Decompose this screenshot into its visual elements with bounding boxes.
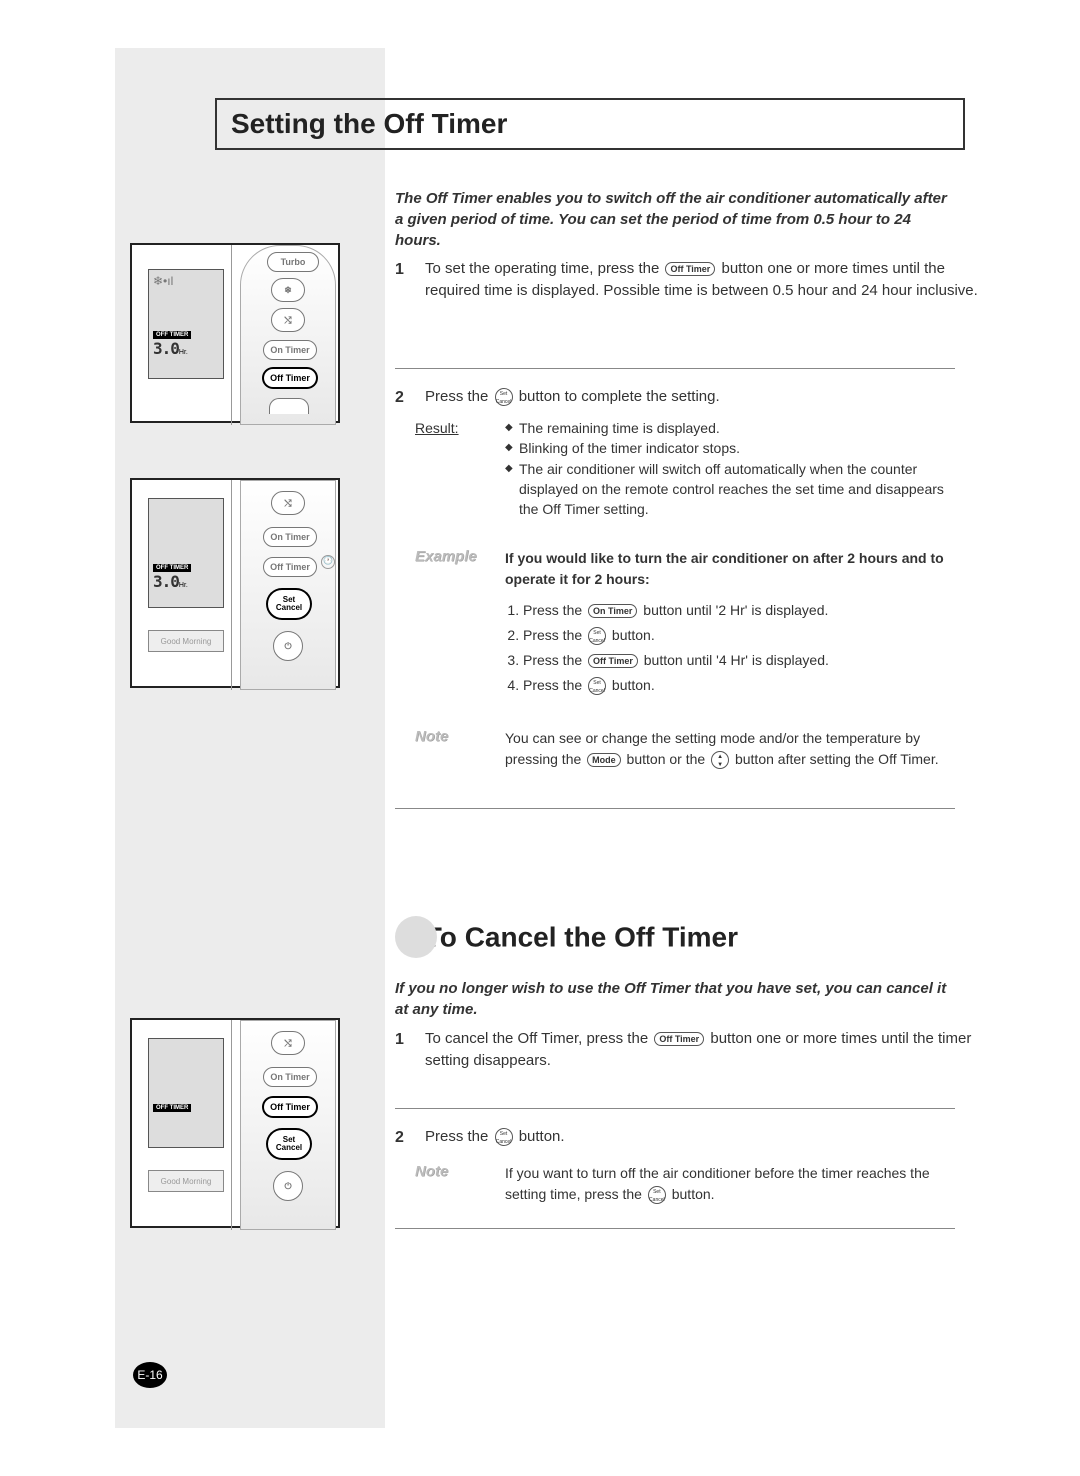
turbo-button: Turbo — [267, 252, 319, 272]
swing-button: ❄ — [271, 278, 305, 302]
step-text: Press the SetCancel button to complete t… — [425, 388, 720, 405]
step-number: 2 — [395, 1126, 404, 1149]
air-button: ⤭ — [271, 308, 305, 332]
divider — [395, 1108, 955, 1109]
manual-page: Setting the Off Timer The Off Timer enab… — [115, 48, 965, 1428]
step-2: 2 Press the SetCancel button to complete… — [425, 386, 985, 408]
air-button: ⤭ — [271, 1031, 305, 1055]
step-4: 2 Press the SetCancel button. — [425, 1126, 985, 1148]
result-item: The remaining time is displayed. — [505, 418, 955, 438]
remote-diagram-3: OFF TIMER Good Morning ⤭ On Timer Off Ti… — [130, 1018, 340, 1228]
step-number: 1 — [395, 1028, 404, 1051]
result-item: The air conditioner will switch off auto… — [505, 459, 955, 520]
intro-text: The Off Timer enables you to switch off … — [395, 188, 955, 251]
divider — [395, 368, 955, 369]
remote-diagram-1: ❄•ıl OFF TIMER 3.0Hr. Turbo ❄ ⤭ On Timer… — [130, 243, 340, 423]
set-cancel-button: Set Cancel — [267, 1129, 311, 1159]
on-timer-button: On Timer — [263, 340, 317, 360]
page-number: E-16 — [133, 1362, 167, 1388]
example-step: Press the Off Timer button until '4 Hr' … — [523, 650, 955, 671]
result-block: Result: The remaining time is displayed.… — [415, 418, 955, 519]
note-body: If you want to turn off the air conditio… — [505, 1163, 955, 1205]
clock-icon: 🕐 — [321, 555, 335, 569]
intro2-text: If you no longer wish to use the Off Tim… — [395, 978, 955, 1020]
set-cancel-button-inline: SetCancel — [495, 1128, 513, 1146]
step-text: Press the SetCancel button. — [425, 1128, 565, 1145]
set-cancel-button-inline: SetCancel — [648, 1186, 666, 1204]
temp-button-inline: ▲▼ — [711, 751, 729, 769]
divider — [395, 1228, 955, 1229]
step-number: 2 — [395, 386, 404, 409]
result-item: Blinking of the timer indicator stops. — [505, 438, 955, 458]
note-label: Note — [415, 728, 448, 745]
page-title: Setting the Off Timer — [231, 108, 949, 140]
subtitle-text: To Cancel the Off Timer — [425, 921, 738, 952]
example-steps: Press the On Timer button until '2 Hr' i… — [523, 600, 955, 696]
on-timer-button: On Timer — [263, 527, 317, 547]
title-box: Setting the Off Timer — [215, 98, 965, 150]
set-button-partial — [269, 398, 309, 414]
step-3: 1 To cancel the Off Timer, press the Off… — [425, 1028, 985, 1072]
off-timer-button: Off Timer — [263, 1097, 317, 1117]
off-timer-button: Off Timer — [263, 557, 317, 577]
power-button: ⏻ — [273, 1171, 303, 1201]
result-label: Result: — [415, 418, 459, 438]
subtitle: To Cancel the Off Timer — [395, 918, 955, 960]
set-cancel-button-inline: SetCancel — [495, 388, 513, 406]
note-body: You can see or change the setting mode a… — [505, 728, 955, 770]
off-timer-button: Off Timer — [263, 368, 317, 388]
good-morning-button: Good Morning — [148, 630, 224, 652]
example-step: Press the SetCancel button. — [523, 625, 955, 646]
set-cancel-button: Set Cancel — [267, 589, 311, 619]
on-timer-button: On Timer — [263, 1067, 317, 1087]
good-morning-button: Good Morning — [148, 1170, 224, 1192]
air-button: ⤭ — [271, 491, 305, 515]
divider — [395, 808, 955, 809]
result-list: The remaining time is displayed. Blinkin… — [505, 418, 955, 519]
power-button: ⏻ — [273, 631, 303, 661]
off-timer-button-inline: Off Timer — [665, 262, 715, 276]
step-text: To set the operating time, press the Off… — [425, 260, 978, 299]
step-text: To cancel the Off Timer, press the Off T… — [425, 1030, 971, 1069]
example-step: Press the SetCancel button. — [523, 675, 955, 696]
example-label: Example — [415, 548, 477, 565]
example-body: If you would like to turn the air condit… — [505, 548, 955, 700]
off-timer-button-inline: Off Timer — [654, 1032, 704, 1046]
remote-diagram-2: OFF TIMER 3.0Hr. Good Morning ⤭ On Timer… — [130, 478, 340, 688]
subtitle-bullet-icon — [395, 916, 437, 958]
step-number: 1 — [395, 258, 404, 281]
note-label: Note — [415, 1163, 448, 1180]
step-1: 1 To set the operating time, press the O… — [425, 258, 985, 302]
example-step: Press the On Timer button until '2 Hr' i… — [523, 600, 955, 621]
mode-button-inline: Mode — [587, 753, 621, 767]
example-bold: If you would like to turn the air condit… — [505, 548, 955, 590]
